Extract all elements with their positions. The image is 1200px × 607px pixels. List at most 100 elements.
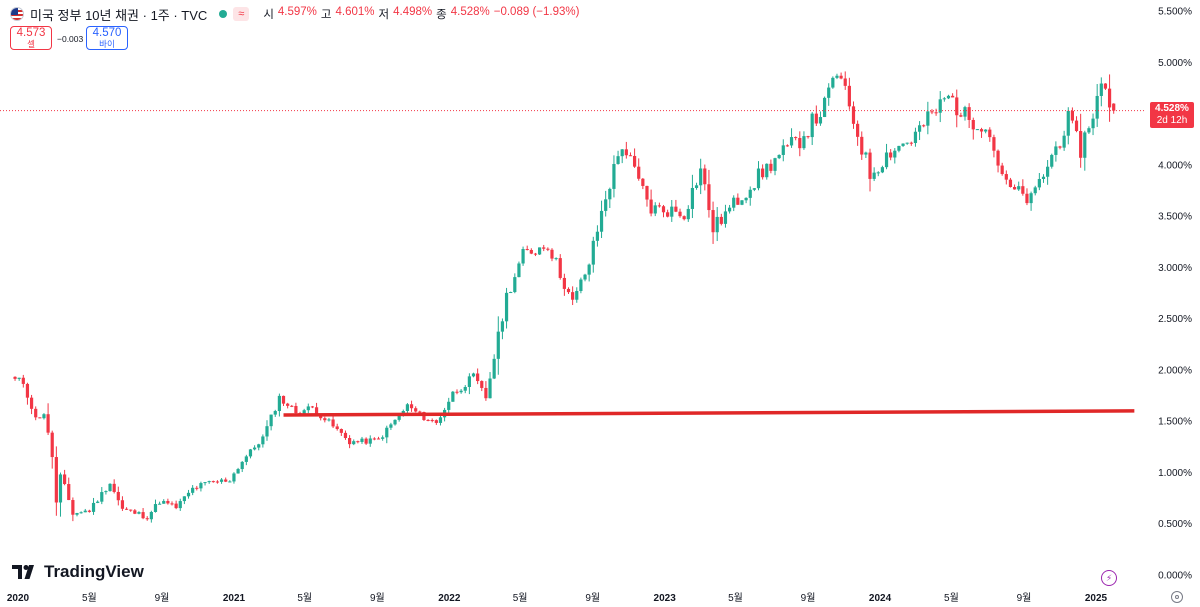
candle-body <box>1054 146 1058 155</box>
candle-body <box>604 199 608 211</box>
candle-body <box>1008 179 1013 187</box>
candle-body <box>484 387 488 399</box>
candle-body <box>798 137 802 149</box>
candle-body <box>496 331 500 359</box>
sell-button[interactable]: 4.573 셀 <box>10 26 52 50</box>
candle-body <box>149 511 153 520</box>
candle-body <box>1046 166 1050 177</box>
candle-body <box>343 432 348 439</box>
sell-label: 셀 <box>27 39 35 49</box>
candle-body <box>191 487 195 493</box>
candle-body <box>513 277 517 293</box>
time-tick-label: 5월 <box>513 592 528 604</box>
candle-body <box>1017 186 1021 190</box>
trendline <box>283 409 1135 417</box>
settings-icon[interactable] <box>1171 591 1183 603</box>
candle-body <box>554 258 558 260</box>
candle-body <box>314 407 319 415</box>
market-status-dot <box>219 10 228 18</box>
wave-icon[interactable]: ≈ <box>233 7 250 21</box>
candle-body <box>294 405 298 414</box>
candle-body <box>476 373 480 382</box>
candle-body <box>459 390 463 393</box>
candle-body <box>290 405 294 407</box>
candle-body <box>831 77 835 88</box>
time-tick-label: 2020 <box>7 593 30 604</box>
candle-body <box>884 152 889 168</box>
candle-body <box>645 185 649 200</box>
candle-body <box>988 129 992 138</box>
candle-body <box>133 510 137 514</box>
candle-body <box>682 216 686 220</box>
candle-body <box>546 248 550 250</box>
price-axis[interactable]: 5.500%5.000%4.500%4.000%3.500%3.000%2.50… <box>1158 7 1192 582</box>
candle-body <box>748 189 752 198</box>
candle-body <box>917 125 922 132</box>
tradingview-logo[interactable]: TradingView <box>12 562 144 582</box>
candle-body <box>13 376 17 379</box>
time-tick-label: 9월 <box>370 592 385 604</box>
candle-body <box>145 518 149 520</box>
candle-body <box>393 419 397 425</box>
candle-body <box>542 247 546 249</box>
symbol-title[interactable]: 미국 정부 10년 채권 · 1주 · TVC <box>30 7 208 23</box>
candle-body <box>467 376 471 388</box>
candle-body <box>58 474 63 503</box>
time-tick-label: 5월 <box>728 592 743 604</box>
candle-body <box>537 247 542 255</box>
candle-body <box>509 292 513 294</box>
candle-body <box>657 205 661 207</box>
lightning-icon[interactable]: ⚡ <box>1101 570 1117 586</box>
candle-body <box>79 512 83 514</box>
candle-body <box>21 377 25 384</box>
candle-body <box>67 484 71 501</box>
candle-body <box>91 502 96 512</box>
candle-body <box>810 113 814 138</box>
candle-body <box>889 152 893 158</box>
candle-body <box>666 212 670 217</box>
candle-body <box>376 438 381 440</box>
candle-body <box>756 168 761 189</box>
candle-body <box>1050 154 1054 167</box>
candle-body <box>686 208 690 220</box>
candle-body <box>1021 186 1025 194</box>
time-axis[interactable]: 2020 5월 9월 2021 5월 9월 2022 5월 9월 2023 5월 9월 2024 5월 9월… <box>7 592 1108 604</box>
sell-price: 4.573 <box>16 27 46 39</box>
tradingview-logo-text: TradingView <box>44 562 144 581</box>
candle-body <box>818 117 823 124</box>
candle-body <box>211 481 215 483</box>
legend-header: 미국 정부 10년 채권 · 1주 · TVC ≈ 시 4.597% 고 4.601… <box>10 5 579 23</box>
candle-body <box>265 426 269 437</box>
candle-body <box>153 504 158 512</box>
candle-body <box>558 258 562 278</box>
open-value: 4.597% <box>277 6 317 18</box>
candle-body <box>63 474 67 485</box>
candle-body <box>880 167 885 173</box>
candle-body <box>851 106 856 124</box>
time-tick-label: 5월 <box>297 592 312 604</box>
candle-body <box>1091 118 1095 129</box>
candle-body <box>909 142 913 144</box>
candle-body <box>951 95 955 98</box>
candle-body <box>25 383 30 398</box>
price-tick-label: 1.000% <box>1158 468 1192 479</box>
candle-body <box>203 482 207 484</box>
candle-body <box>608 188 612 200</box>
candle-body <box>529 249 533 254</box>
candle-body <box>653 205 657 214</box>
candle-body <box>575 290 579 300</box>
time-tick-label: 2024 <box>869 593 892 604</box>
buy-button[interactable]: 4.570 바이 <box>86 26 128 50</box>
candle-body <box>926 111 930 126</box>
candles-group <box>0 71 1145 523</box>
candle-body <box>719 216 723 224</box>
candle-body <box>674 206 678 212</box>
candle-body <box>248 449 253 457</box>
candle-body <box>224 479 228 482</box>
candle-body <box>822 97 827 118</box>
candle-body <box>839 75 843 79</box>
candle-body <box>525 249 529 251</box>
candle-body <box>1029 193 1033 204</box>
